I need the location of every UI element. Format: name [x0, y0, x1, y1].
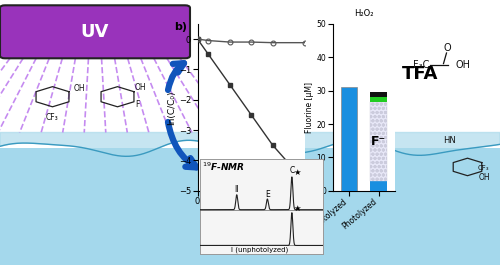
- Text: F: F: [135, 100, 140, 109]
- X-axis label: Time (min): Time (min): [222, 209, 281, 219]
- Bar: [0, 148, 500, 265]
- Text: OH: OH: [135, 83, 146, 92]
- Text: O: O: [444, 43, 452, 53]
- Bar: [370, 97, 387, 102]
- Text: F₃C: F₃C: [412, 60, 429, 70]
- Text: b): b): [174, 22, 187, 32]
- Text: H₂O₂: H₂O₂: [354, 8, 374, 17]
- Text: UV: UV: [81, 23, 109, 41]
- Text: II: II: [234, 186, 239, 195]
- FancyBboxPatch shape: [0, 5, 190, 58]
- Bar: [370, 181, 387, 191]
- Text: ★: ★: [293, 168, 300, 177]
- Text: TFA: TFA: [402, 65, 438, 83]
- Text: CF₃: CF₃: [478, 165, 489, 171]
- Text: I (unphotolyzed): I (unphotolyzed): [230, 247, 288, 253]
- Text: HN: HN: [444, 136, 456, 145]
- Bar: [340, 87, 357, 191]
- Bar: [370, 102, 387, 181]
- Y-axis label: Fluorine [μM]: Fluorine [μM]: [304, 82, 314, 133]
- Bar: [370, 92, 387, 97]
- Text: CF₃: CF₃: [46, 113, 59, 122]
- Text: OH: OH: [455, 60, 470, 70]
- Text: OH: OH: [74, 84, 86, 93]
- Text: $^{19}$F-NMR: $^{19}$F-NMR: [202, 161, 246, 173]
- Y-axis label: ln(C/C₀): ln(C/C₀): [167, 90, 176, 125]
- Text: C: C: [289, 166, 294, 175]
- Text: E: E: [265, 189, 270, 198]
- Text: OH: OH: [479, 173, 490, 182]
- Text: F⁻: F⁻: [371, 135, 386, 148]
- Text: ★: ★: [293, 204, 300, 213]
